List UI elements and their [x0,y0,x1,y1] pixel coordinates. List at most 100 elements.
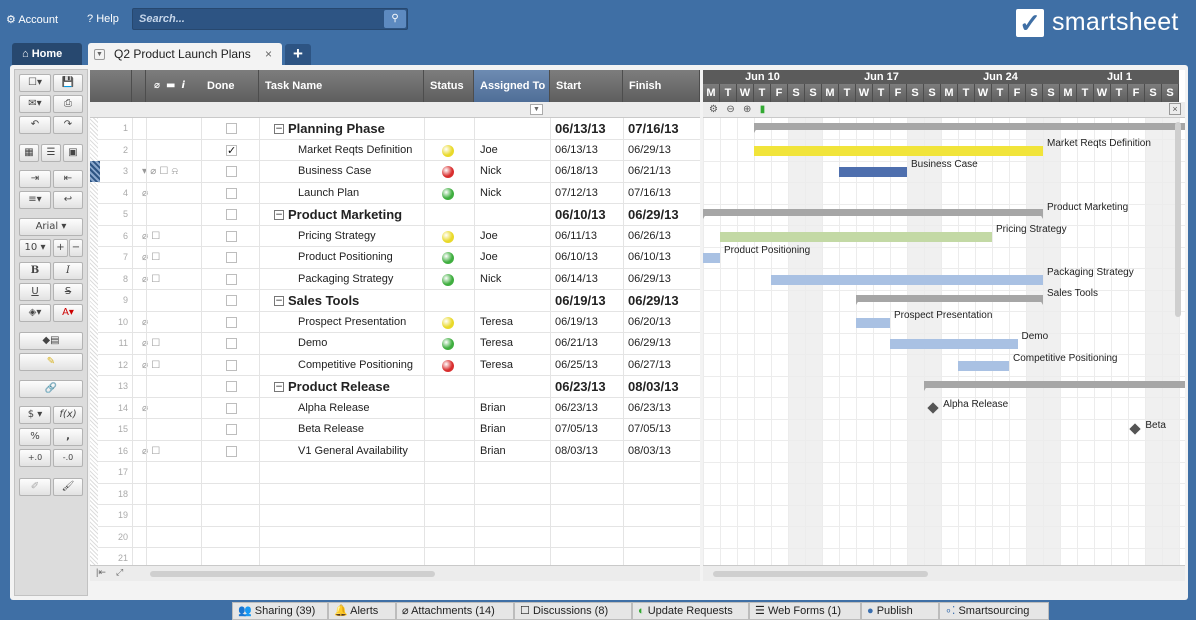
start-date-cell[interactable]: 07/05/13 [555,423,598,435]
status-indicator-green[interactable] [442,187,454,200]
done-checkbox[interactable] [226,252,237,263]
done-checkbox[interactable] [226,209,237,220]
start-date-cell[interactable]: 06/13/13 [555,143,598,156]
currency-format-button[interactable]: $ ▾ [19,406,51,424]
account-menu[interactable]: ⚙ Account [6,13,58,26]
table-row[interactable]: 4 ⌀ Launch Plan Nick 07/12/13 07/16/13 [90,183,700,204]
font-size-select[interactable]: 10 ▾ [19,239,51,257]
gantt-summary-bar[interactable] [703,209,1043,216]
task-name-cell[interactable]: − Sales Tools [274,290,359,311]
zoom-out-icon[interactable]: ⊖ [726,104,735,115]
row-indicator-icons[interactable]: ⌀ ☐ [142,273,161,285]
gantt-settings-icon[interactable]: ⚙ [709,104,718,115]
finish-date-cell[interactable]: 06/29/13 [628,337,671,349]
assigned-to-cell[interactable]: Joe [480,251,498,263]
table-row[interactable]: 13 − Product Release 06/23/13 08/03/13 [90,376,700,398]
bold-button[interactable]: B [19,262,51,280]
task-name-cell[interactable]: Beta Release [298,419,364,440]
assigned-to-cell[interactable]: Joe [480,229,498,242]
row-indicator-icons[interactable]: ▾ ⌀ ☐ ⍾ [142,166,179,177]
task-name-cell[interactable]: Alpha Release [298,398,370,419]
assigned-to-cell[interactable]: Teresa [480,358,514,371]
zoom-in-icon[interactable]: ⊕ [743,104,752,115]
collapse-icon[interactable]: − [274,295,284,306]
table-row[interactable]: 1 − Planning Phase 06/13/13 07/16/13 [90,118,700,140]
new-sheet-button[interactable]: ☐▾ [19,74,51,92]
assigned-to-cell[interactable]: Nick [480,165,502,177]
start-date-cell[interactable]: 06/14/13 [555,272,598,285]
done-checkbox[interactable] [226,338,237,349]
status-indicator-yellow[interactable] [442,144,454,157]
clear-format-button[interactable]: ✐ [19,478,51,496]
task-name-cell[interactable]: − Planning Phase [274,118,385,139]
task-name-cell[interactable]: − Product Marketing [274,204,402,225]
collapse-icon[interactable]: − [274,209,284,220]
table-row[interactable]: 20 [90,527,700,548]
assigned-to-cell[interactable]: Brian [480,401,506,414]
gantt-task-bar[interactable] [958,360,1009,371]
row-indicator-icons[interactable]: ⌀ [142,398,202,419]
task-name-cell[interactable]: Demo [298,333,327,354]
search-button[interactable]: ⚲ [384,10,406,28]
task-name-cell[interactable]: Prospect Presentation [298,312,406,333]
task-name-cell[interactable]: Pricing Strategy [298,226,376,247]
finish-date-cell[interactable]: 08/03/13 [628,444,671,457]
status-indicator-yellow[interactable] [442,230,454,243]
task-name-cell[interactable]: Market Reqts Definition [298,140,412,161]
gantt-vertical-scrollbar[interactable] [1175,122,1181,317]
finish-date-cell[interactable]: 06/29/13 [628,293,679,308]
critical-path-icon[interactable]: ▮ [759,104,766,115]
task-name-cell[interactable]: Product Positioning [298,247,393,268]
start-date-cell[interactable]: 06/25/13 [555,358,598,371]
assigned-to-cell[interactable]: Brian [480,444,506,457]
status-indicator-green[interactable] [442,252,454,264]
assigned-to-cell[interactable]: Nick [480,186,502,199]
status-indicator-green[interactable] [442,273,454,286]
collapse-icon[interactable]: − [274,123,284,134]
finish-date-cell[interactable]: 06/26/13 [628,229,671,242]
redo-button[interactable]: ↷ [53,116,83,134]
table-row[interactable]: 5 − Product Marketing 06/10/13 06/29/13 [90,204,700,226]
save-button[interactable]: 💾 [53,74,83,92]
conditional-format-button[interactable]: ◆▤ [19,332,83,350]
finish-date-cell[interactable]: 08/03/13 [628,379,679,394]
underline-button[interactable]: U [19,283,51,301]
start-date-cell[interactable]: 06/18/13 [555,165,598,177]
strikethrough-button[interactable]: S [53,283,83,301]
tab-home[interactable]: ⌂ Home [12,43,82,65]
start-date-cell[interactable]: 06/10/13 [555,251,598,263]
start-date-cell[interactable]: 06/11/13 [555,229,598,242]
indent-button[interactable]: ⇥ [19,170,51,188]
finish-date-cell[interactable]: 06/20/13 [628,315,671,328]
email-button[interactable]: ✉▾ [19,95,51,113]
start-date-cell[interactable]: 06/21/13 [555,337,598,349]
task-name-cell[interactable]: Competitive Positioning [298,355,413,376]
gantt-task-bar[interactable] [720,231,992,242]
task-name-cell[interactable]: V1 General Availability [298,441,408,462]
finish-date-cell[interactable]: 06/29/13 [628,207,679,222]
table-row[interactable]: 9 − Sales Tools 06/19/13 06/29/13 [90,290,700,312]
done-checkbox[interactable] [226,123,237,134]
align-button[interactable]: ≡▾ [19,191,51,209]
finish-date-cell[interactable]: 07/16/13 [628,186,671,199]
table-row[interactable]: 15 Beta Release Brian 07/05/13 07/05/13 [90,419,700,441]
decrease-font-button[interactable]: − [69,239,83,257]
increase-font-button[interactable]: + [53,239,68,257]
outdent-button[interactable]: ⇤ [53,170,83,188]
task-name-cell[interactable]: Packaging Strategy [298,269,393,290]
highlighter-button[interactable]: ✎ [19,353,83,371]
done-checkbox[interactable] [226,273,237,285]
italic-button[interactable]: I [53,262,83,280]
hyperlink-button[interactable]: 🔗 [19,380,83,398]
finish-date-cell[interactable]: 06/29/13 [628,143,671,156]
finish-date-cell[interactable]: 06/21/13 [628,165,671,177]
expand-icon[interactable]: ⤢ [116,567,124,577]
finish-date-cell[interactable]: 06/29/13 [628,272,671,285]
start-date-cell[interactable]: 06/23/13 [555,401,598,414]
table-row[interactable]: 11 ⌀ ☐ Demo Teresa 06/21/13 06/29/13 [90,333,700,355]
table-row[interactable]: 14 ⌀ Alpha Release Brian 06/23/13 06/23/13 [90,398,700,419]
format-painter-button[interactable]: 🖌 [53,478,83,496]
finish-date-cell[interactable]: 07/05/13 [628,423,671,435]
done-checkbox[interactable] [226,402,237,414]
status-indicator-yellow[interactable] [442,316,454,329]
